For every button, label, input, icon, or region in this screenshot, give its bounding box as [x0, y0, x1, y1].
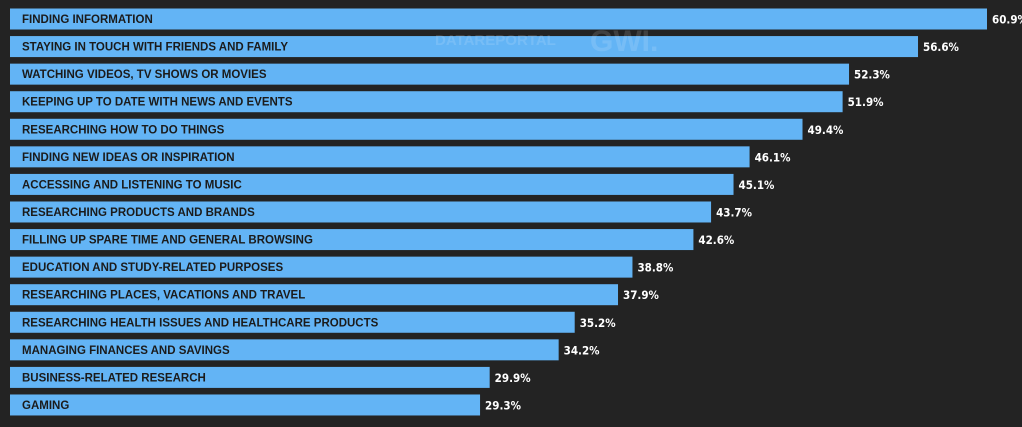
category-label: RESEARCHING HOW TO DO THINGS — [22, 124, 225, 136]
value-label: 52.3% — [854, 68, 891, 82]
value-label: 38.8% — [637, 261, 674, 275]
category-label: MANAGING FINANCES AND SAVINGS — [22, 345, 230, 357]
watermark: DATAREPORTAL — [435, 32, 556, 49]
bar — [10, 394, 481, 416]
value-label: 46.1% — [755, 150, 792, 164]
value-label: 34.2% — [564, 343, 601, 357]
value-label: 43.7% — [716, 205, 753, 219]
value-label: 29.9% — [495, 371, 532, 385]
bar — [10, 173, 734, 195]
value-label: 51.9% — [848, 95, 885, 109]
category-label: FINDING NEW IDEAS OR INSPIRATION — [22, 152, 235, 164]
value-label: 42.6% — [698, 233, 735, 247]
value-label: 37.9% — [623, 288, 660, 302]
bar — [10, 311, 575, 333]
bar — [10, 36, 919, 58]
value-label: 56.6% — [923, 40, 960, 54]
category-label: EDUCATION AND STUDY-RELATED PURPOSES — [22, 262, 283, 274]
bar — [10, 118, 803, 140]
category-label: FINDING INFORMATION — [22, 14, 153, 26]
bar — [10, 201, 712, 223]
category-label: WATCHING VIDEOS, TV SHOWS OR MOVIES — [22, 69, 267, 81]
bar — [10, 339, 559, 361]
value-label: 60.9% — [992, 13, 1022, 27]
category-label: KEEPING UP TO DATE WITH NEWS AND EVENTS — [22, 97, 293, 109]
bar — [10, 146, 750, 168]
bar — [10, 63, 850, 85]
watermark: GWI. — [590, 25, 658, 58]
value-label: 45.1% — [739, 178, 776, 192]
category-label: RESEARCHING HEALTH ISSUES AND HEALTHCARE… — [22, 317, 379, 329]
bar — [10, 366, 490, 388]
bar — [10, 256, 633, 278]
value-label: 49.4% — [808, 123, 845, 137]
category-label: FILLING UP SPARE TIME AND GENERAL BROWSI… — [22, 235, 313, 247]
category-label: ACCESSING AND LISTENING TO MUSIC — [22, 179, 242, 191]
bar — [10, 91, 843, 113]
category-label: STAYING IN TOUCH WITH FRIENDS AND FAMILY — [22, 42, 288, 54]
category-label: RESEARCHING PRODUCTS AND BRANDS — [22, 207, 255, 219]
category-label: BUSINESS-RELATED RESEARCH — [22, 372, 206, 384]
category-label: GAMING — [22, 400, 69, 412]
bar — [10, 8, 987, 30]
bar — [10, 284, 619, 306]
category-label: RESEARCHING PLACES, VACATIONS AND TRAVEL — [22, 290, 305, 302]
value-label: 29.3% — [485, 398, 522, 412]
value-label: 35.2% — [580, 316, 617, 330]
bar — [10, 229, 694, 251]
